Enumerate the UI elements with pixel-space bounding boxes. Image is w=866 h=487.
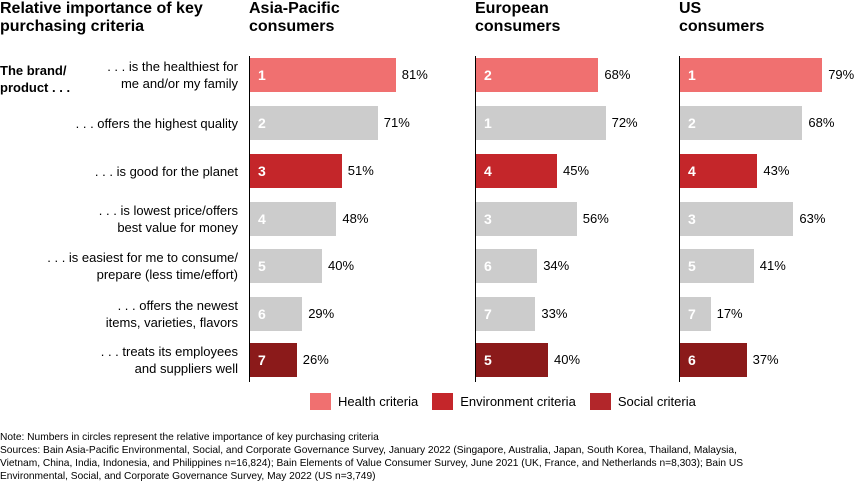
data-label: 68% — [604, 67, 631, 82]
footnote-line: Vietnam, China, India, Indonesia, and Ph… — [0, 458, 743, 469]
rank-label: 2 — [258, 115, 266, 131]
rank-label: 5 — [688, 258, 696, 274]
data-label: 37% — [752, 352, 779, 367]
legend: Health criteria Environment criteria Socia… — [310, 393, 710, 410]
footnote-line: Note: Numbers in circles represent the r… — [0, 432, 379, 443]
panel-header-asia-pacific: Asia-Pacific consumers — [249, 0, 340, 35]
rank-label: 7 — [484, 306, 492, 322]
bar: 7 — [680, 297, 711, 331]
legend-label: Environment criteria — [460, 394, 576, 409]
bar: 4 — [680, 154, 758, 188]
panel-header-us: US consumers — [679, 0, 765, 35]
legend-item: Social criteria — [589, 393, 696, 410]
rank-label: 7 — [688, 306, 696, 322]
panel-axis-line — [475, 56, 476, 382]
rank-label: 6 — [688, 352, 696, 368]
rank-label: 1 — [258, 67, 266, 83]
chart-title: Relative importance of key purchasing cr… — [0, 0, 203, 35]
data-label: 51% — [347, 163, 374, 178]
bar: 7 — [476, 297, 536, 331]
panel-axis-line — [249, 56, 250, 382]
rank-label: 4 — [688, 163, 696, 179]
bar: 5 — [250, 249, 322, 283]
rank-label: 7 — [258, 352, 266, 368]
criterion-label: . . . offers the highest quality — [75, 115, 238, 131]
data-label: 48% — [342, 211, 369, 226]
rank-label: 5 — [484, 352, 492, 368]
bar: 3 — [250, 154, 342, 188]
bar: 5 — [476, 343, 548, 377]
data-label: 33% — [541, 306, 568, 321]
rank-label: 4 — [484, 163, 492, 179]
legend-swatch — [589, 393, 611, 410]
footnote-line: Sources: Bain Asia-Pacific Environmental… — [0, 445, 737, 456]
criterion-label: . . . offers the newest items, varieties… — [105, 298, 238, 330]
criterion-label: . . . is good for the planet — [94, 163, 238, 179]
bar: 5 — [680, 249, 754, 283]
panel-header-european: European consumers — [475, 0, 561, 35]
footnote-line: Environmental, Social, and Corporate Gov… — [0, 471, 376, 482]
data-label: 41% — [759, 258, 786, 273]
panel-axis-line — [679, 56, 680, 382]
rank-label: 6 — [484, 258, 492, 274]
bar: 4 — [476, 154, 557, 188]
bar: 2 — [476, 58, 599, 92]
data-label: 40% — [554, 352, 581, 367]
rank-label: 6 — [258, 306, 266, 322]
data-label: 56% — [582, 211, 609, 226]
data-label: 40% — [328, 258, 355, 273]
bar: 2 — [250, 106, 378, 140]
data-label: 79% — [828, 67, 855, 82]
legend-swatch — [310, 393, 331, 410]
data-label: 81% — [401, 67, 428, 82]
rank-label: 2 — [484, 67, 492, 83]
data-label: 29% — [308, 306, 335, 321]
footnotes: Note: Numbers in circles represent the r… — [0, 431, 866, 483]
rank-label: 4 — [258, 211, 266, 227]
rank-label: 5 — [258, 258, 266, 274]
data-label: 71% — [383, 115, 410, 130]
criterion-label: . . . is the healthiest for me and/or my… — [107, 59, 238, 91]
bar: 2 — [680, 106, 803, 140]
rank-label: 3 — [688, 211, 696, 227]
rank-label: 2 — [688, 115, 696, 131]
bar: 3 — [680, 202, 794, 236]
criterion-label: . . . is easiest for me to consume/ prep… — [47, 250, 238, 282]
bar: 6 — [250, 297, 303, 331]
bar: 6 — [680, 343, 747, 377]
bar: 7 — [250, 343, 297, 377]
bar: 6 — [476, 249, 538, 283]
bar: 1 — [250, 58, 396, 92]
data-label: 72% — [611, 115, 638, 130]
data-label: 17% — [716, 306, 743, 321]
rank-label: 3 — [484, 211, 492, 227]
bar: 3 — [476, 202, 577, 236]
legend-item: Health criteria — [310, 393, 418, 410]
rank-label: 3 — [258, 163, 266, 179]
bar: 1 — [680, 58, 823, 92]
data-label: 43% — [763, 163, 790, 178]
legend-label: Social criteria — [617, 394, 696, 409]
legend-label: Health criteria — [338, 394, 419, 409]
row-prefix-label: The brand/ product . . . — [0, 63, 71, 95]
rank-label: 1 — [688, 67, 696, 83]
rank-label: 1 — [484, 115, 492, 131]
data-label: 34% — [543, 258, 570, 273]
legend-item: Environment criteria — [432, 393, 576, 410]
criterion-label: . . . is lowest price/offers best value … — [98, 203, 238, 235]
data-label: 26% — [302, 352, 329, 367]
legend-swatch — [432, 393, 454, 410]
data-label: 63% — [799, 211, 826, 226]
data-label: 45% — [563, 163, 590, 178]
bar: 1 — [476, 106, 606, 140]
criterion-label: . . . treats its employees and suppliers… — [100, 344, 238, 376]
bar: 4 — [250, 202, 337, 236]
data-label: 68% — [808, 115, 835, 130]
